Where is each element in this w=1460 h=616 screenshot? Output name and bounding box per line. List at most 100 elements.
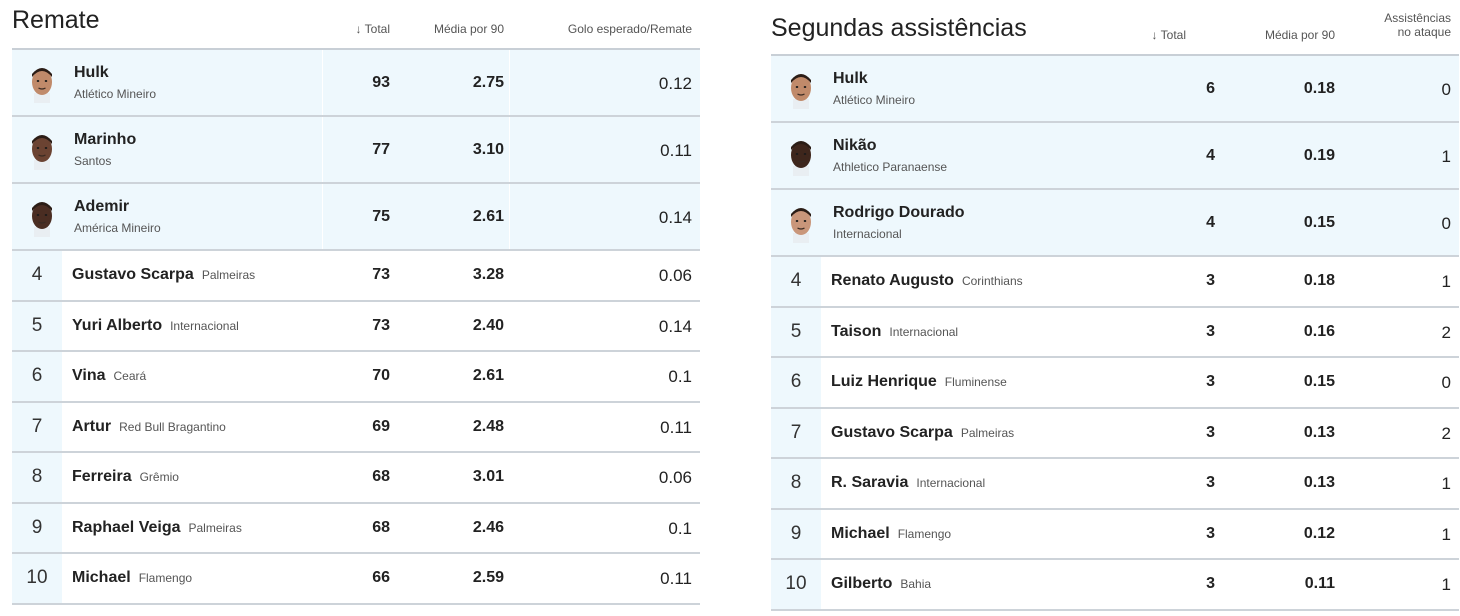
player-name-text: Michael — [72, 569, 131, 587]
player-name[interactable]: Rodrigo Dourado — [833, 203, 965, 221]
player-name[interactable]: Artur Red Bull Bragantino — [72, 418, 226, 436]
player-name-text: Vina — [72, 367, 106, 385]
table-row[interactable]: 7 Gustavo Scarpa Palmeiras 3 0.13 2 — [771, 408, 1459, 459]
rank-number: 5 — [771, 307, 821, 356]
col-header-per90[interactable]: Média por 90 — [433, 22, 504, 36]
cell-metric: 0 — [1441, 213, 1451, 233]
table-row[interactable]: 5 Taison Internacional 3 0.16 2 — [771, 307, 1459, 358]
column-divider — [322, 184, 323, 249]
cell-total: 3 — [1206, 524, 1215, 542]
table-row[interactable]: 10 Michael Flamengo 66 2.59 0.11 — [12, 554, 700, 605]
table-row[interactable]: 4 Gustavo Scarpa Palmeiras 73 3.28 0.06 — [12, 251, 700, 302]
table-row[interactable]: 4 Renato Augusto Corinthians 3 0.18 1 — [771, 257, 1459, 308]
table-row[interactable]: Marinho Santos 77 3.10 0.11 — [12, 117, 700, 184]
second-assists-panel: Segundas assistências ↓ Total Média por … — [771, 0, 1459, 611]
player-team: América Mineiro — [74, 220, 161, 235]
player-name[interactable]: Nikão — [833, 136, 877, 154]
player-avatar — [787, 205, 815, 243]
player-name[interactable]: Ademir — [74, 197, 130, 215]
cell-metric: 0.11 — [660, 417, 692, 437]
rank-number: 7 — [771, 408, 821, 457]
player-team: Grêmio — [139, 470, 179, 485]
cell-metric: 0.1 — [668, 367, 692, 387]
player-team: Ceará — [113, 369, 147, 384]
player-name[interactable]: Luiz Henrique Fluminense — [831, 373, 1007, 391]
table-row[interactable]: 8 R. Saravia Internacional 3 0.13 1 — [771, 459, 1459, 510]
cell-per90: 2.59 — [472, 569, 504, 587]
player-name[interactable]: Vina Ceará — [72, 367, 146, 385]
table-row[interactable]: 5 Yuri Alberto Internacional 73 2.40 0.14 — [12, 301, 700, 352]
player-team: Internacional — [889, 324, 959, 339]
cell-metric: 0.1 — [668, 518, 692, 538]
player-name[interactable]: Taison Internacional — [831, 323, 958, 341]
cell-metric: 0.12 — [658, 73, 692, 93]
col-header-per90[interactable]: Média por 90 — [1264, 28, 1335, 42]
col-header-metric[interactable]: Assistências no ataque — [1384, 11, 1451, 39]
cell-per90: 0.15 — [1303, 213, 1335, 231]
shots-panel: Remate ↓ Total Média por 90 Golo esperad… — [12, 0, 700, 605]
cell-metric: 1 — [1441, 575, 1451, 595]
cell-per90: 2.61 — [472, 367, 504, 385]
table-row[interactable]: 7 Artur Red Bull Bragantino 69 2.48 0.11 — [12, 402, 700, 453]
table-row[interactable]: 6 Vina Ceará 70 2.61 0.1 — [12, 352, 700, 403]
player-face-icon — [32, 134, 52, 170]
cell-per90: 0.13 — [1303, 423, 1335, 441]
cell-per90: 2.61 — [472, 207, 504, 225]
player-name[interactable]: Hulk — [833, 69, 868, 87]
cell-metric: 1 — [1441, 474, 1451, 494]
player-name[interactable]: Gustavo Scarpa Palmeiras — [831, 424, 1014, 442]
table-row[interactable]: 6 Luiz Henrique Fluminense 3 0.15 0 — [771, 358, 1459, 409]
col-header-total[interactable]: ↓ Total — [1151, 28, 1186, 42]
player-name[interactable]: Gustavo Scarpa Palmeiras — [72, 266, 255, 284]
table-row[interactable]: Rodrigo Dourado Internacional 4 0.15 0 — [771, 190, 1459, 257]
table-row[interactable]: Ademir América Mineiro 75 2.61 0.14 — [12, 184, 700, 251]
rank-number: 4 — [771, 257, 821, 306]
player-avatar — [28, 65, 56, 103]
player-name[interactable]: Marinho — [74, 130, 137, 148]
col-header-metric[interactable]: Golo esperado/Remate — [567, 22, 692, 36]
player-name-text: Michael — [831, 524, 890, 542]
table-row[interactable]: 10 Gilberto Bahia 3 0.11 1 — [771, 560, 1459, 611]
rank-number: 10 — [12, 554, 62, 603]
player-name[interactable]: Gilberto Bahia — [831, 575, 931, 593]
player-name[interactable]: Renato Augusto Corinthians — [831, 272, 1023, 290]
second-assists-header: Segundas assistências ↓ Total Média por … — [771, 0, 1459, 56]
cell-per90: 0.13 — [1303, 474, 1335, 492]
cell-total: 6 — [1206, 79, 1215, 97]
cell-per90: 2.75 — [472, 73, 504, 91]
rank-number: 4 — [12, 251, 62, 300]
player-name[interactable]: Raphael Veiga Palmeiras — [72, 519, 242, 537]
player-team: Fluminense — [944, 375, 1007, 390]
player-name[interactable]: Hulk — [74, 63, 109, 81]
cell-per90: 2.46 — [472, 518, 504, 536]
player-name-text: R. Saravia — [831, 474, 909, 492]
table-row[interactable]: 9 Raphael Veiga Palmeiras 68 2.46 0.1 — [12, 503, 700, 554]
player-name[interactable]: Michael Flamengo — [831, 525, 951, 543]
player-team: Bahia — [900, 577, 932, 592]
cell-metric: 0.06 — [658, 468, 692, 488]
player-name[interactable]: Yuri Alberto Internacional — [72, 317, 239, 335]
rank-number: 9 — [771, 509, 821, 558]
table-row[interactable]: 8 Ferreira Grêmio 68 3.01 0.06 — [12, 453, 700, 504]
col-header-total[interactable]: ↓ Total — [355, 22, 390, 36]
table-row[interactable]: Hulk Atlético Mineiro 6 0.18 0 — [771, 56, 1459, 123]
cell-per90: 0.16 — [1303, 322, 1335, 340]
cell-total: 3 — [1206, 474, 1215, 492]
table-row[interactable]: 9 Michael Flamengo 3 0.12 1 — [771, 509, 1459, 560]
player-avatar — [28, 199, 56, 237]
player-face-icon — [791, 140, 811, 176]
shots-header: Remate ↓ Total Média por 90 Golo esperad… — [12, 0, 700, 50]
rank-number: 10 — [771, 560, 821, 609]
player-team: Atlético Mineiro — [74, 86, 157, 101]
rank-number: 6 — [12, 352, 62, 401]
cell-metric: 2 — [1441, 423, 1451, 443]
table-row[interactable]: Hulk Atlético Mineiro 93 2.75 0.12 — [12, 50, 700, 117]
panel-title: Remate — [12, 6, 100, 34]
player-name[interactable]: R. Saravia Internacional — [831, 474, 985, 492]
player-name-text: Renato Augusto — [831, 272, 954, 290]
table-row[interactable]: Nikão Athletico Paranaense 4 0.19 1 — [771, 123, 1459, 190]
cell-total: 4 — [1206, 213, 1215, 231]
player-name[interactable]: Ferreira Grêmio — [72, 468, 179, 486]
player-name-text: Gustavo Scarpa — [72, 266, 194, 284]
player-name[interactable]: Michael Flamengo — [72, 569, 192, 587]
